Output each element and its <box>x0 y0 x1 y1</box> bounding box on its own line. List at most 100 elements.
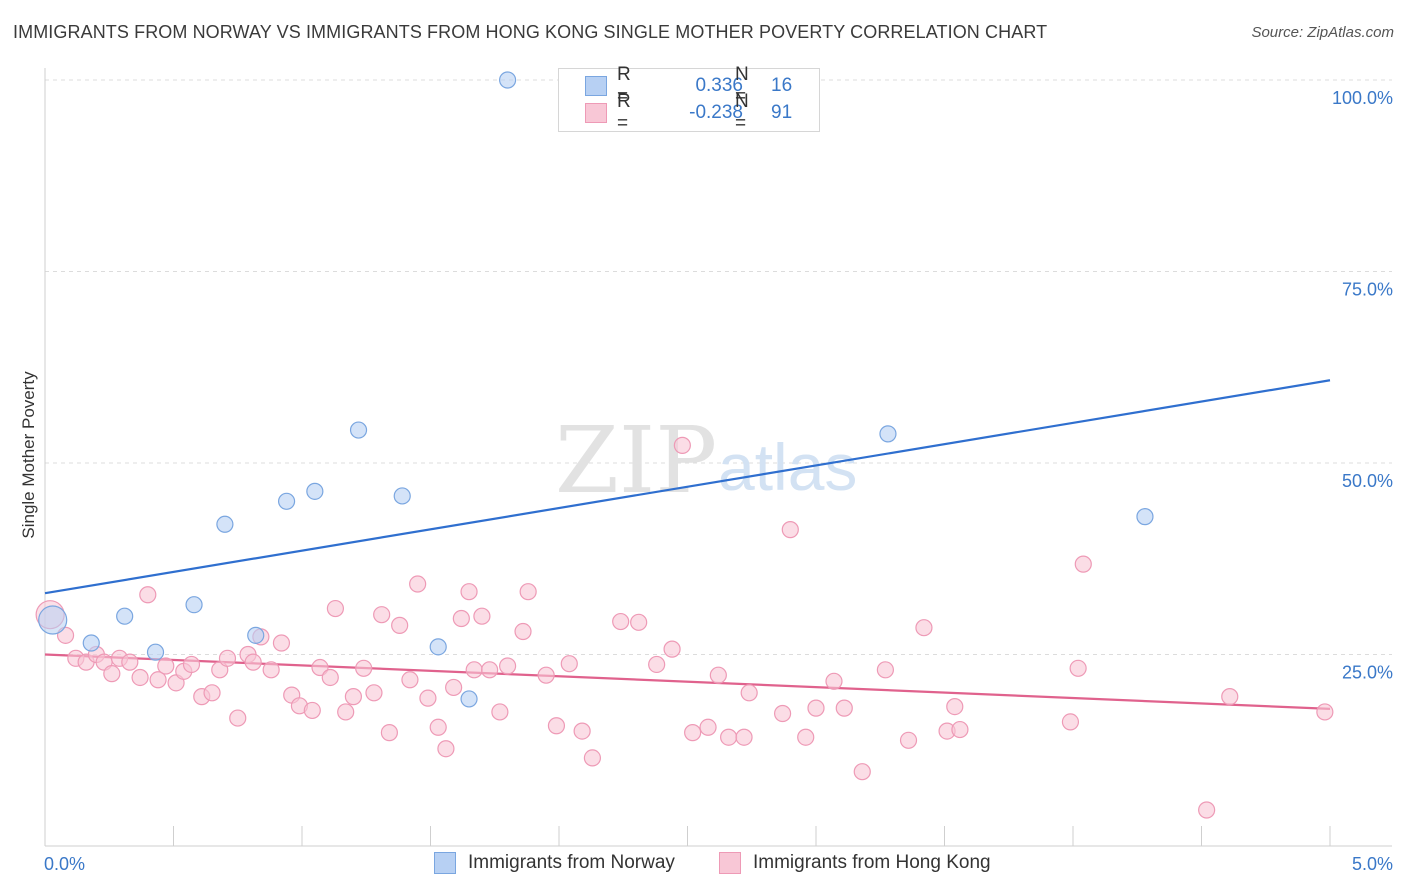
legend-r-label: R = <box>617 64 631 107</box>
hong-kong-point <box>262 661 280 679</box>
hong-kong-point <box>373 606 391 624</box>
legend-swatch-norway <box>434 852 456 874</box>
hong-kong-point <box>853 763 871 781</box>
norway-point <box>460 690 478 708</box>
legend-swatch-hong-kong <box>585 103 607 123</box>
norway-trend-line <box>44 379 1331 595</box>
hong-kong-point <box>781 521 799 539</box>
x-tick-label: 5.0% <box>1352 854 1393 874</box>
norway-points <box>38 71 1154 708</box>
hong-kong-point <box>648 655 666 674</box>
hong-kong-point <box>355 659 373 677</box>
hong-kong-points <box>35 436 1334 819</box>
x-tick-label: 0.0% <box>44 854 85 874</box>
hong-kong-point <box>429 718 447 736</box>
hong-kong-point <box>218 649 237 667</box>
tick-labels: 25.0% 50.0% 75.0% 100.0% 0.0% 5.0% <box>44 88 1393 874</box>
y-tick-label: 50.0% <box>1342 471 1393 491</box>
hong-kong-point <box>272 634 291 652</box>
legend-n-label: N = <box>735 64 749 107</box>
correlation-legend: R = 0.336 N = 16 R = -0.238 N = 91 <box>558 64 820 134</box>
legend-r-value-norway: 0.336 <box>695 75 743 96</box>
hong-kong-point <box>915 619 933 637</box>
hong-kong-point <box>491 703 509 721</box>
legend-item-hong-kong[interactable]: Immigrants from Hong Kong <box>719 852 991 874</box>
hong-kong-point <box>481 661 499 679</box>
hong-kong-point <box>103 665 121 683</box>
hong-kong-point <box>437 740 455 758</box>
hong-kong-point <box>321 668 339 687</box>
norway-point <box>879 425 897 443</box>
watermark-atlas: atlas <box>718 430 857 504</box>
norway-point <box>1136 508 1154 526</box>
legend-swatch-norway <box>585 76 607 96</box>
zipatlas-watermark: ZIP atlas <box>555 407 857 514</box>
hong-kong-point <box>899 731 918 749</box>
norway-point <box>82 634 100 652</box>
norway-point <box>247 626 265 644</box>
legend-r-label: R = <box>617 91 631 134</box>
legend-label-norway: Immigrants from Norway <box>468 852 675 873</box>
hong-kong-point <box>547 717 566 735</box>
norway-point <box>185 596 203 614</box>
hong-kong-point <box>326 599 345 618</box>
hong-kong-point <box>773 704 792 723</box>
hong-kong-point <box>445 678 463 697</box>
hong-kong-point <box>121 653 139 671</box>
hong-kong-point <box>807 699 825 717</box>
hong-kong-point <box>1061 713 1080 731</box>
axes <box>44 68 1392 847</box>
hong-kong-point <box>560 655 578 673</box>
series-legend: Immigrants from Norway Immigrants from H… <box>0 852 1406 878</box>
hong-kong-point <box>735 728 753 746</box>
hong-kong-point <box>203 684 221 702</box>
source-credit: Source: ZipAtlas.com <box>1251 24 1394 41</box>
hong-kong-point <box>380 724 398 742</box>
hong-kong-point <box>244 653 262 671</box>
hong-kong-point <box>419 689 437 707</box>
chart-title: IMMIGRANTS FROM NORWAY VS IMMIGRANTS FRO… <box>13 22 1048 42</box>
hong-kong-point <box>1198 801 1216 819</box>
hong-kong-point <box>946 697 964 716</box>
legend-n-value-hong-kong: 91 <box>771 102 793 123</box>
hong-kong-point <box>465 661 483 679</box>
hong-kong-point <box>303 701 321 720</box>
norway-point <box>429 638 447 656</box>
hong-kong-point <box>797 728 815 746</box>
hong-kong-point <box>1316 703 1334 721</box>
norway-point <box>216 515 234 533</box>
hong-kong-point <box>663 640 681 658</box>
hong-kong-point <box>951 720 969 739</box>
legend-swatch-hong-kong <box>719 852 741 874</box>
watermark-zip: ZIP <box>555 407 717 514</box>
norway-point <box>306 482 324 500</box>
hong-kong-point <box>452 609 470 628</box>
hong-kong-point <box>149 671 167 689</box>
norway-point <box>499 71 517 89</box>
hong-kong-point <box>573 722 591 740</box>
hong-kong-point <box>344 688 362 706</box>
y-axis-label: Single Mother Poverty <box>19 371 38 539</box>
hong-kong-point <box>401 671 419 689</box>
norway-point <box>349 421 368 439</box>
hong-kong-point <box>684 724 702 742</box>
hong-kong-point <box>876 661 894 679</box>
hong-kong-point <box>473 607 491 625</box>
hong-kong-point <box>499 657 517 675</box>
norway-point <box>116 607 134 625</box>
hong-kong-point <box>825 672 843 690</box>
hong-kong-point <box>391 616 409 634</box>
hong-kong-point <box>182 655 201 674</box>
hong-kong-point <box>583 749 602 767</box>
grid-lines <box>45 79 1392 655</box>
legend-label-hong-kong: Immigrants from Hong Kong <box>753 852 991 873</box>
norway-point <box>38 605 68 635</box>
hong-kong-trend-line <box>44 653 1331 710</box>
hong-kong-point <box>139 586 157 604</box>
legend-n-value-norway: 16 <box>771 75 793 96</box>
y-tick-label: 25.0% <box>1342 663 1393 683</box>
hong-kong-point <box>1074 555 1092 573</box>
legend-item-norway[interactable]: Immigrants from Norway <box>434 852 675 874</box>
hong-kong-point <box>1069 659 1087 677</box>
hong-kong-point <box>709 666 727 684</box>
